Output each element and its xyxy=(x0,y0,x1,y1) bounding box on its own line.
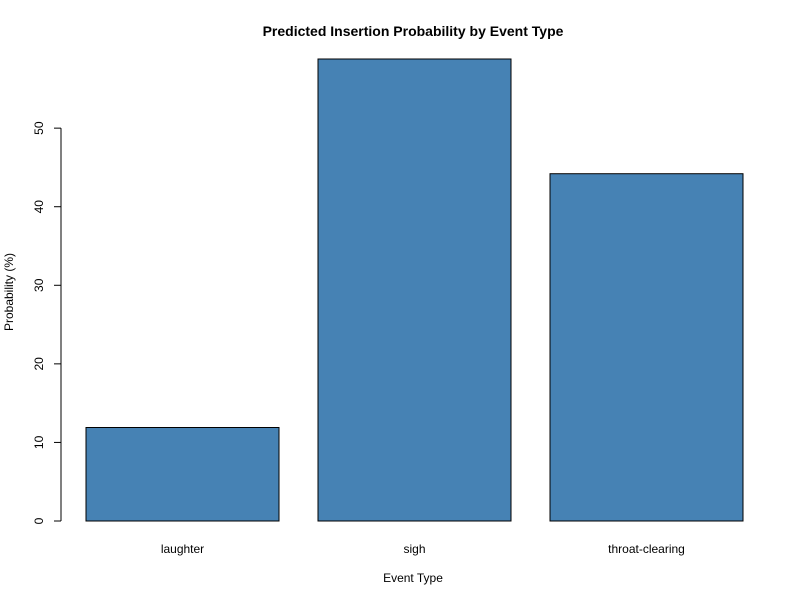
bars-group xyxy=(85,58,744,522)
y-tick-label: 30 xyxy=(32,278,46,292)
y-tick-label: 20 xyxy=(32,357,46,371)
y-tick-label: 40 xyxy=(32,200,46,214)
x-axis-label: Event Type xyxy=(383,571,443,585)
y-tick-label: 50 xyxy=(32,121,46,135)
bar-sigh xyxy=(317,58,512,522)
y-axis: 0 10 20 30 40 50 xyxy=(32,121,62,524)
x-tick-labels: laughter sigh throat-clearing xyxy=(161,542,685,556)
y-axis-label: Probability (%) xyxy=(2,253,16,331)
x-tick-label: laughter xyxy=(161,542,204,556)
chart-title: Predicted Insertion Probability by Event… xyxy=(263,23,564,39)
y-tick-label: 0 xyxy=(32,517,46,524)
bar-throat-clearing xyxy=(549,173,744,522)
y-tick-label: 10 xyxy=(32,435,46,449)
x-tick-label: sigh xyxy=(403,542,425,556)
bar-laughter xyxy=(85,427,280,522)
x-tick-label: throat-clearing xyxy=(608,542,685,556)
